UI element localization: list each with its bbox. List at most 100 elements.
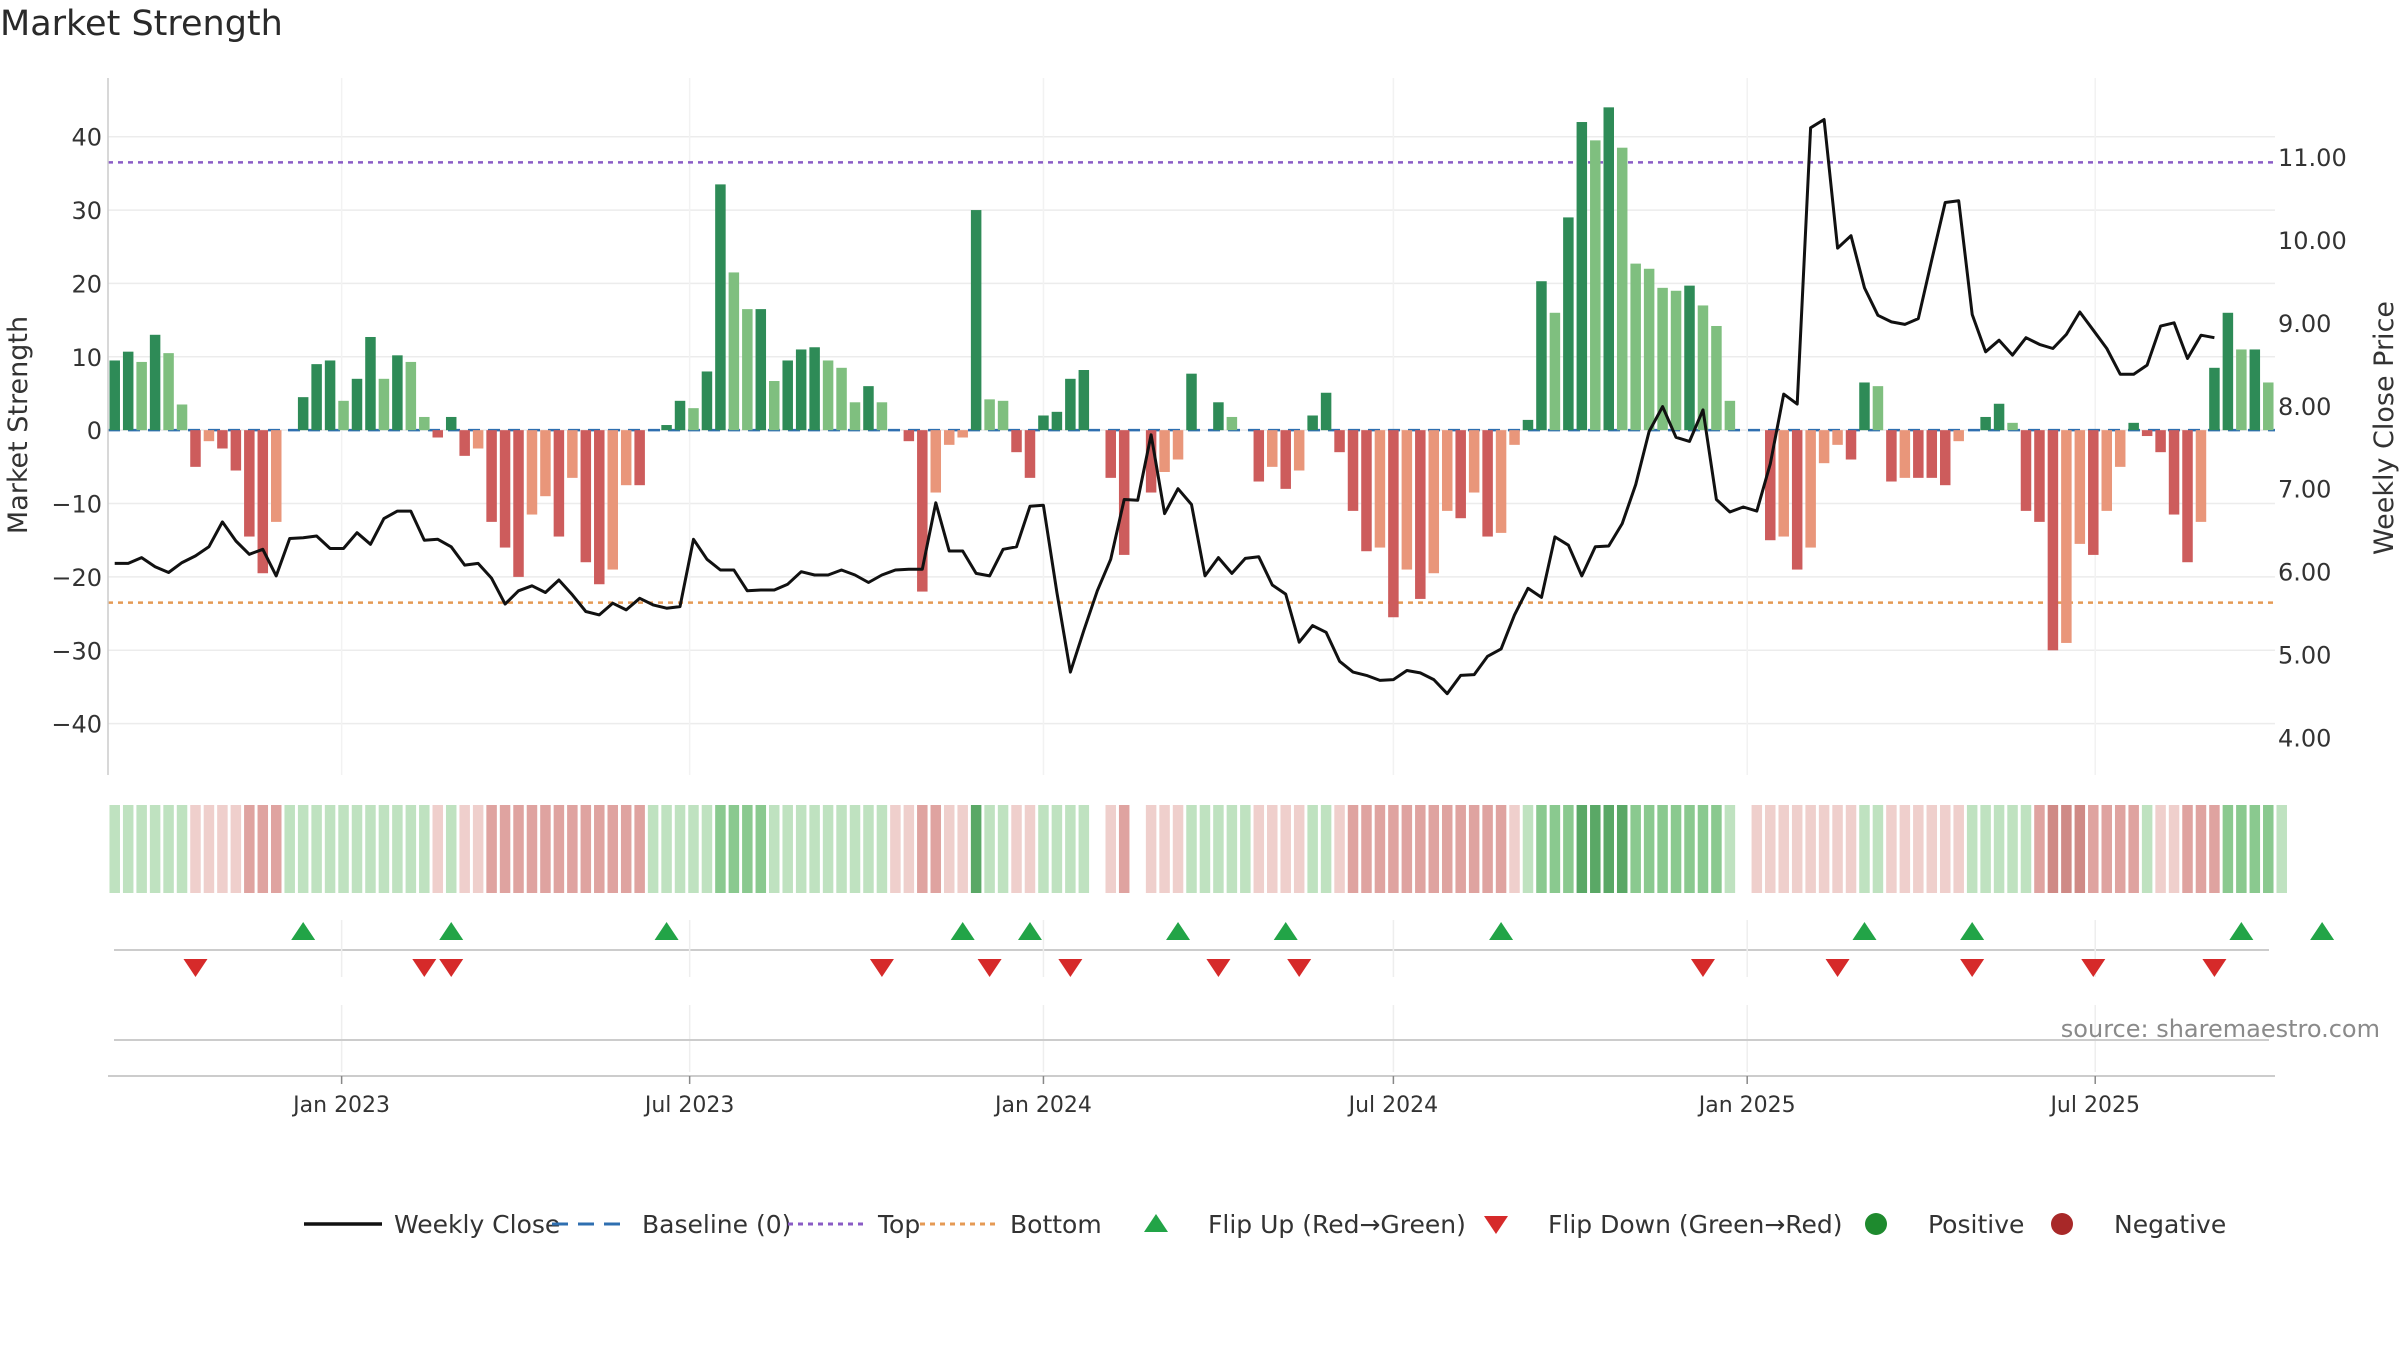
strength-bar <box>351 378 363 431</box>
strength-bar <box>701 371 713 431</box>
flip-up-marker <box>2229 922 2254 940</box>
strip-cell <box>701 805 713 893</box>
legend-item-label: Bottom <box>1010 1210 1102 1239</box>
strength-bar <box>2074 430 2086 544</box>
strip-cell <box>122 805 134 893</box>
strip-cell <box>1953 805 1964 893</box>
strip-cell <box>2222 805 2234 893</box>
strip-cell <box>1078 805 1090 893</box>
strength-bar <box>297 397 309 431</box>
strip-cell <box>580 805 592 893</box>
strip-cell <box>1226 805 1238 893</box>
strip-cell <box>984 805 995 893</box>
strength-bar <box>499 430 511 548</box>
strip-cell <box>1320 805 1332 893</box>
strip-cell <box>2249 805 2261 893</box>
strip-cell <box>1845 805 1857 893</box>
strength-bar <box>567 430 578 478</box>
strip-cell <box>1724 805 1736 893</box>
strip-cell <box>1468 805 1480 893</box>
strength-bar <box>1038 415 1049 431</box>
strip-cell <box>1657 805 1668 893</box>
flip-up-marker <box>2310 922 2335 940</box>
strength-bar <box>917 430 928 592</box>
strip-cell <box>1522 805 1534 893</box>
weekly-close-line <box>114 118 2215 696</box>
strength-bar <box>270 430 282 522</box>
strip-cell <box>997 805 1009 893</box>
flip-up-marker <box>654 922 679 940</box>
strength-bar <box>1226 416 1238 431</box>
flip-up-marker <box>1489 922 1514 940</box>
strip-cell <box>2088 805 2099 893</box>
strip-cell <box>149 805 161 893</box>
strip-cell <box>257 805 269 893</box>
strength-bar <box>311 364 322 431</box>
strength-bar <box>445 416 457 431</box>
strength-bar <box>1563 217 1574 431</box>
strip-cell <box>1630 805 1641 893</box>
legend-item-label: Negative <box>2114 1210 2226 1239</box>
strength-bar <box>1105 430 1116 478</box>
strength-bar <box>405 361 417 431</box>
flip-up-marker <box>439 922 464 940</box>
strength-bar <box>1078 370 1090 431</box>
strength-bar <box>1791 430 1803 570</box>
strength-bar <box>109 360 120 431</box>
strip-cell <box>755 805 767 893</box>
strength-bar <box>1616 147 1628 431</box>
legend: Weekly Close Baseline (0) Top Bottom Flip Up… <box>304 1210 2226 1239</box>
strength-bar <box>338 400 349 431</box>
strip-cell <box>1253 805 1265 893</box>
strength-bar <box>2222 312 2234 431</box>
strength-bar <box>2155 430 2166 453</box>
strip-cell <box>284 805 295 893</box>
strength-bar <box>1670 290 1682 431</box>
strip-cell <box>351 805 363 893</box>
y-tick-label: 10 <box>71 344 102 372</box>
strip-cell <box>2034 805 2045 893</box>
strip-cell <box>943 805 955 893</box>
strength-bar <box>324 360 336 431</box>
strength-bar <box>122 351 134 431</box>
strength-bar <box>1643 268 1655 431</box>
y-tick-label: 30 <box>71 197 102 225</box>
strength-bar <box>526 430 538 515</box>
strip-cell <box>1818 805 1830 893</box>
strip-cell <box>1711 805 1722 893</box>
legend-item-label: Positive <box>1928 1210 2024 1239</box>
strength-bar <box>1253 430 1265 482</box>
flip-down-marker <box>1058 959 1083 977</box>
strip-cell <box>742 805 753 893</box>
strength-bar <box>984 399 995 431</box>
strip-cell <box>1751 805 1763 893</box>
strength-bar <box>2114 430 2126 467</box>
strip-cell <box>472 805 484 893</box>
strip-cell <box>2263 805 2274 893</box>
strength-bar <box>2195 430 2207 522</box>
strength-bar <box>432 430 444 438</box>
strength-bar <box>1347 430 1359 511</box>
strip-cell <box>1832 805 1843 893</box>
strip-cell <box>849 805 861 893</box>
strength-bar <box>957 430 968 438</box>
strip-cell <box>2128 805 2139 893</box>
strength-bar <box>1415 430 1426 599</box>
strength-bar <box>1267 430 1278 467</box>
strength-bar <box>1711 325 1722 431</box>
strength-bar <box>863 386 874 431</box>
strip-cell <box>1993 805 2005 893</box>
strength-bar <box>1778 430 1789 537</box>
strip-cell <box>1913 805 1924 893</box>
strip-cell <box>1643 805 1655 893</box>
x-tick-label: Jan 2023 <box>291 1093 390 1118</box>
strength-bar <box>674 400 686 431</box>
strength-bar <box>1024 430 1036 478</box>
strength-bar <box>2020 430 2032 511</box>
strength-bar <box>2249 349 2261 431</box>
strength-bar <box>1428 430 1440 574</box>
strength-bar <box>1980 416 1991 431</box>
strength-bar <box>1280 430 1291 489</box>
flip-up-marker <box>1017 922 1042 940</box>
strip-cell <box>1051 805 1063 893</box>
